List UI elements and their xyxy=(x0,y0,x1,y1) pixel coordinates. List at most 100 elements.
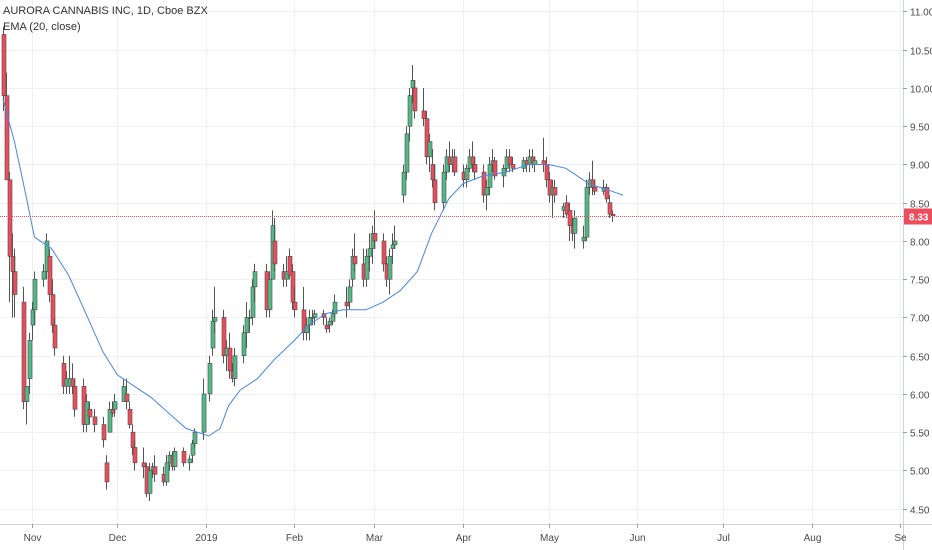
candle-body xyxy=(364,255,370,280)
candle-body xyxy=(4,95,10,181)
candle xyxy=(272,218,278,272)
candle xyxy=(201,378,207,440)
candle-body xyxy=(47,255,53,295)
candle-body xyxy=(552,187,558,196)
price-tick-label: 8.50 xyxy=(910,200,930,211)
candle xyxy=(172,447,178,471)
time-tick-label: Apr xyxy=(456,533,472,544)
candle-body xyxy=(572,217,578,234)
candle xyxy=(481,164,487,203)
candle-body xyxy=(192,431,198,444)
candle-body xyxy=(312,313,318,318)
candle xyxy=(112,393,118,417)
candle xyxy=(507,149,513,173)
candle xyxy=(207,355,213,402)
candle xyxy=(487,156,493,196)
candle xyxy=(124,378,130,410)
candle xyxy=(332,294,338,318)
candle-body xyxy=(347,286,353,303)
price-tick-label: 9.50 xyxy=(910,123,930,134)
candle-body xyxy=(507,156,513,165)
candle-body xyxy=(127,408,133,425)
candle xyxy=(347,279,353,310)
candle-body xyxy=(610,213,616,217)
candle xyxy=(407,87,413,142)
candle xyxy=(32,271,38,326)
candle xyxy=(4,72,10,181)
candle xyxy=(452,149,458,176)
ema-legend-label: EMA (20, close) xyxy=(3,21,81,33)
candle xyxy=(607,195,613,219)
price-tick-label: 11.00 xyxy=(910,8,932,19)
candle-body xyxy=(21,301,27,402)
candle-body xyxy=(141,462,147,467)
candle-body xyxy=(487,164,493,188)
price-tick-label: 6.00 xyxy=(910,391,930,402)
time-tick-label: Mar xyxy=(366,533,384,544)
time-tick-label: Dec xyxy=(109,533,127,544)
candle xyxy=(412,80,418,119)
candle-body xyxy=(292,301,298,311)
time-axis[interactable]: Nov Dec 2019 Feb Mar Apr May Jun Jul Aug Se xyxy=(0,524,932,544)
candle-body xyxy=(152,466,158,475)
candle-body xyxy=(510,164,516,169)
candle-body xyxy=(332,301,338,314)
last-price-text: 8.33 xyxy=(909,213,929,224)
candle xyxy=(232,348,238,387)
candle-body xyxy=(1,34,7,96)
candles xyxy=(1,26,616,502)
candle xyxy=(72,378,78,417)
chart-title: AURORA CANNABIS INC, 1D, Cboe BZX xyxy=(3,5,208,17)
candle-body xyxy=(41,271,47,280)
candle-body xyxy=(327,320,333,326)
price-tick-label: 5.50 xyxy=(910,429,930,440)
candle-body xyxy=(432,179,438,204)
candle xyxy=(147,462,153,502)
ema-line xyxy=(2,99,624,437)
candle xyxy=(92,409,98,433)
candle-body xyxy=(372,233,378,242)
candle-body xyxy=(407,95,413,127)
candle-body xyxy=(324,324,330,330)
candle-body xyxy=(124,393,130,402)
price-tick-label: 7.50 xyxy=(910,276,930,287)
candle xyxy=(267,271,273,318)
price-tick-label: 5.00 xyxy=(910,467,930,478)
candle xyxy=(7,172,13,303)
candle-body xyxy=(132,447,138,464)
candle xyxy=(127,401,133,429)
candle-body xyxy=(472,164,478,173)
candle xyxy=(152,455,158,482)
time-tick-label: May xyxy=(540,533,559,544)
candle-body xyxy=(367,248,373,257)
candle xyxy=(592,179,598,196)
candle xyxy=(67,355,73,394)
candle xyxy=(432,164,438,211)
price-tick-label: 10.00 xyxy=(910,85,932,96)
candle-body xyxy=(252,271,258,288)
candle xyxy=(404,126,410,180)
candle-body xyxy=(392,240,398,246)
price-tick-label: 9.00 xyxy=(910,161,930,172)
candle-body xyxy=(107,408,113,433)
candle xyxy=(584,179,590,241)
time-tick-label: Jul xyxy=(717,533,730,544)
chart-legend: AURORA CANNABIS INC, 1D, Cboe BZX EMA (2… xyxy=(3,3,208,35)
candle-body xyxy=(164,462,170,483)
candle-body xyxy=(592,187,598,192)
candle-body xyxy=(7,179,13,257)
last-price-label: 8.33 xyxy=(904,208,932,225)
candle xyxy=(604,183,610,203)
candle xyxy=(181,447,187,467)
time-tick-label: Jun xyxy=(629,533,645,544)
price-tick-label: 10.50 xyxy=(910,47,932,58)
candle xyxy=(12,248,18,318)
candle-body xyxy=(72,386,78,410)
candle-body xyxy=(541,160,547,165)
candle xyxy=(24,386,30,425)
grid-lines xyxy=(0,0,903,524)
candle-body xyxy=(27,340,33,379)
time-tick-label: 2019 xyxy=(195,533,218,544)
price-axis[interactable]: 4.50 5.00 5.50 6.00 6.50 7.00 7.50 8.00 8.50 9.00… xyxy=(903,0,932,550)
